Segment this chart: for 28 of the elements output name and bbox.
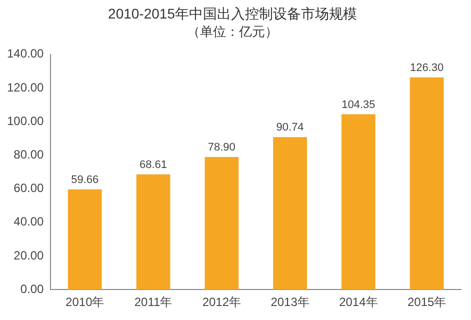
x-tick-label: 2012年 [202,295,242,310]
x-tick-label: 2015年 [407,295,446,310]
data-label: 59.66 [71,174,99,186]
data-label: 104.35 [342,98,376,111]
x-tick-label: 2010年 [66,295,104,310]
y-tick-label: 140.00 [7,46,44,61]
y-tick-label: 100.00 [7,114,44,128]
y-tick-label: 0.00 [20,282,44,296]
bar [136,174,170,290]
y-tick-label: 60.00 [14,181,44,196]
y-tick-label: 120.00 [7,80,44,94]
y-tick-label: 20.00 [14,248,44,262]
bar [204,157,239,290]
chart-subtitle: （单位：亿元） [187,24,278,40]
data-label: 68.61 [140,158,168,171]
bar [68,189,102,290]
data-label: 126.30 [410,62,444,74]
data-label: 78.90 [208,142,236,154]
bar [273,137,307,290]
x-tick-label: 2013年 [270,295,310,310]
y-tick-label: 40.00 [14,214,44,229]
data-label: 90.74 [276,122,304,134]
bar [342,114,376,290]
bar [410,77,444,290]
y-tick-label: 80.00 [14,148,44,162]
chart-title: 2010-2015年中国出入控制设备市场规模 [108,5,357,22]
x-tick-label: 2011年 [134,295,172,310]
x-tick-label: 2014年 [339,295,378,310]
